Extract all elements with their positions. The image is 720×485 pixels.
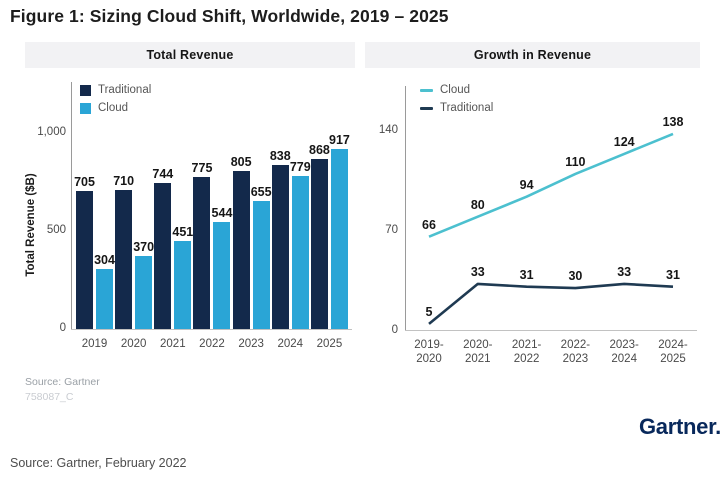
line-plot: 66 80 94 110 124 138 5 33 31 30 33 31 2019- 2020 2020… <box>405 80 697 365</box>
bar-value-label: 451 <box>172 225 194 239</box>
figure-id: 758087_C <box>25 391 74 403</box>
bar-value-label: 304 <box>94 253 115 267</box>
bar-x-label: 2025 <box>316 338 343 350</box>
bar-traditional: 805 <box>231 155 252 329</box>
bar-cloud: 655 <box>251 185 272 329</box>
line-value-label: 94 <box>519 177 534 192</box>
bar-group: 868 917 2025 <box>309 84 350 350</box>
legend-label-traditional-line: Traditional <box>440 102 494 114</box>
line-value-label: 124 <box>613 134 635 149</box>
bar-traditional: 838 <box>270 149 291 329</box>
legend-item-traditional-line: Traditional <box>420 102 493 114</box>
legend-label-cloud-line: Cloud <box>440 84 471 96</box>
bar-traditional: 744 <box>152 167 173 329</box>
line-y-tick-label: 0 <box>391 324 398 336</box>
line-value-label: 5 <box>425 304 433 319</box>
bar-value-label: 775 <box>191 161 213 175</box>
bar-y-tick-label: 1,000 <box>37 126 66 138</box>
bar-legend: Traditional Cloud <box>80 84 151 114</box>
bar-cloud: 917 <box>329 133 350 329</box>
bar-group: 710 370 2020 <box>113 84 154 350</box>
bar-group: 744 451 2021 <box>152 84 193 350</box>
legend-label-cloud: Cloud <box>98 102 129 114</box>
bar-x-label: 2019 <box>81 338 108 350</box>
bar-value-label: 779 <box>289 160 311 174</box>
legend-item-cloud-line: Cloud <box>420 84 493 96</box>
bar-cloud: 370 <box>133 240 154 329</box>
line-value-label: 33 <box>470 264 485 279</box>
traditional-line-swatch-icon <box>420 106 433 110</box>
bar-group: 705 304 2019 <box>74 84 115 350</box>
line-legend: Cloud Traditional <box>420 84 493 114</box>
bar-value-label: 370 <box>133 240 155 254</box>
panel-header-growth-in-revenue: Growth in Revenue <box>365 42 700 68</box>
bar-value-label: 544 <box>211 206 233 220</box>
line-y-tick-label: 140 <box>378 124 398 136</box>
cloud-line <box>428 132 674 238</box>
bar-cloud: 779 <box>290 160 311 329</box>
line-x-axis-line <box>405 330 697 331</box>
legend-label-traditional: Traditional <box>98 84 152 96</box>
bar-traditional: 705 <box>74 175 95 329</box>
source-note: Source: Gartner <box>25 376 100 388</box>
gartner-logo: Gartner. <box>639 414 720 439</box>
traditional-swatch-icon <box>80 84 91 96</box>
line-value-label: 110 <box>565 154 586 169</box>
line-x-label: 2022- 2023 <box>560 339 591 365</box>
line-chart-svg <box>428 132 674 325</box>
bar-value-label: 805 <box>230 155 252 169</box>
panel-header-total-revenue: Total Revenue <box>25 42 355 68</box>
bar-cloud: 544 <box>212 206 232 329</box>
bar-value-label: 868 <box>309 143 330 157</box>
line-value-label: 31 <box>519 267 534 282</box>
bar-x-label: 2020 <box>120 338 147 350</box>
bar-traditional: 868 <box>309 143 330 329</box>
line-value-label: 31 <box>666 267 680 282</box>
bar-traditional: 710 <box>113 174 134 329</box>
bar-value-label: 744 <box>152 167 174 181</box>
bar-cloud: 304 <box>94 253 115 329</box>
line-x-label: 2021- 2022 <box>511 339 542 365</box>
bar-y-axis-line <box>71 82 72 330</box>
line-x-label: 2019- 2020 <box>414 339 444 365</box>
bar-value-label: 705 <box>74 175 95 189</box>
bar-value-label: 710 <box>113 174 135 188</box>
bar-x-label: 2022 <box>199 338 225 350</box>
cloud-line-swatch-icon <box>420 88 433 92</box>
line-y-tick-label: 70 <box>385 224 398 236</box>
panel-header-total-revenue-label: Total Revenue <box>146 48 234 62</box>
bar-group: 775 544 2022 <box>192 84 233 350</box>
line-value-label: 33 <box>617 264 632 279</box>
bar-traditional: 775 <box>192 161 212 329</box>
bar-x-axis-line <box>71 329 352 330</box>
line-value-label: 138 <box>662 114 684 129</box>
line-y-axis-line <box>405 86 406 331</box>
legend-item-traditional: Traditional <box>80 84 151 96</box>
bar-y-tick-label: 500 <box>46 224 66 236</box>
bar-group: 805 655 2023 <box>231 84 272 350</box>
line-x-label: 2020- 2021 <box>463 339 493 365</box>
caption: Source: Gartner, February 2022 <box>10 456 187 470</box>
line-value-label: 80 <box>470 197 485 212</box>
bar-x-label: 2024 <box>277 338 304 350</box>
bar-plot: 705 304 2019 710 370 2020 744 451 2021 775 544 2022… <box>74 84 350 350</box>
bar-value-label: 917 <box>329 133 350 147</box>
traditional-line <box>428 282 674 325</box>
bar-value-label: 838 <box>269 149 291 163</box>
cloud-swatch-icon <box>80 102 91 114</box>
bar-group: 838 779 2024 <box>270 84 311 350</box>
panel-header-growth-label: Growth in Revenue <box>473 48 592 62</box>
legend-item-cloud: Cloud <box>80 102 151 114</box>
bar-x-label: 2021 <box>160 338 186 350</box>
bar-cloud: 451 <box>172 225 193 329</box>
line-x-label: 2023- 2024 <box>609 339 639 365</box>
bar-value-label: 655 <box>250 185 272 199</box>
bar-y-tick-label: 0 <box>59 322 66 334</box>
line-x-label: 2024- 2025 <box>658 339 688 365</box>
line-value-label: 30 <box>568 269 583 284</box>
bar-x-label: 2023 <box>238 338 264 350</box>
line-value-label: 66 <box>422 217 436 232</box>
figure-title: Figure 1: Sizing Cloud Shift, Worldwide,… <box>10 6 449 26</box>
